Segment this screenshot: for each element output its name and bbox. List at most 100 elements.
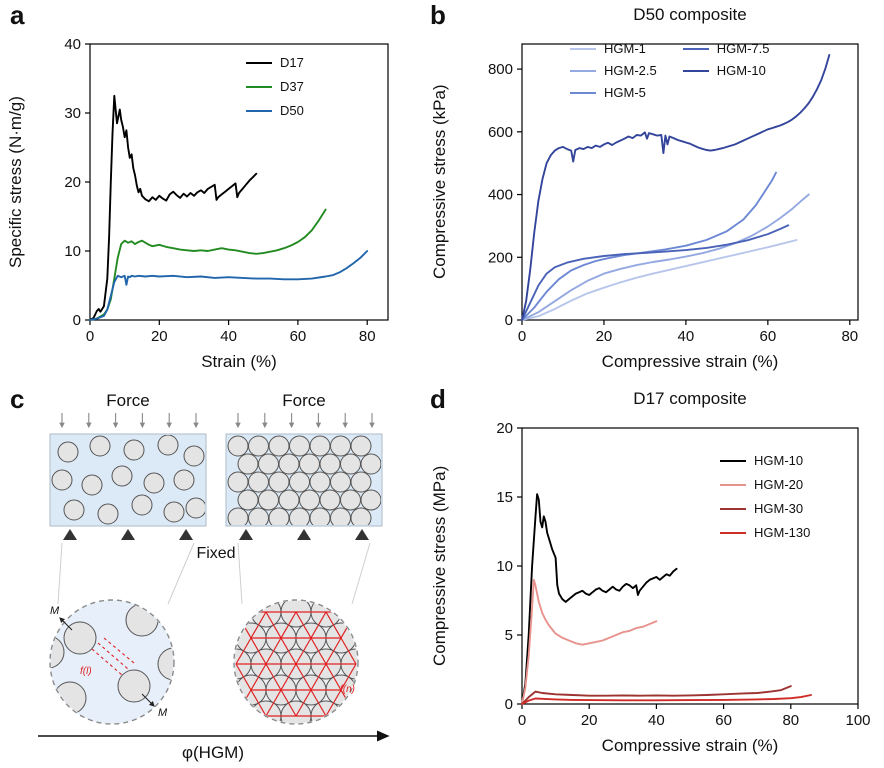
y-axis-label-a: Specific stress (N·m/g) [6, 96, 25, 268]
series-line-HGM-7.5 [521, 224, 790, 321]
hgm-sphere [157, 647, 173, 681]
legend-label: HGM-130 [754, 525, 811, 540]
legend-item-HGM-10: HGM-10 [682, 62, 770, 79]
panel-b: b D50 composite Compressive stress (kPa)… [420, 0, 884, 384]
hgm-sphere [173, 469, 195, 491]
hgm-sphere [89, 435, 111, 457]
chart-b-title: D50 composite [633, 5, 747, 24]
legend-line-swatch [720, 507, 746, 510]
legend-label: D37 [280, 79, 304, 94]
hgm-sphere [185, 497, 205, 519]
hgm-sphere [360, 489, 381, 511]
hgm-sphere [237, 489, 259, 511]
phi-label: φ(HGM) [182, 743, 244, 762]
x-tick-label: 0 [518, 712, 526, 729]
moment-arrow-icons [59, 617, 155, 707]
chart-d: 0 20 40 60 80 100 0 5 10 15 20 [460, 414, 874, 739]
legend-line-swatch [720, 459, 746, 462]
m-label-right: M [158, 707, 168, 719]
legend-label: HGM-2.5 [604, 63, 657, 78]
hgm-sphere [278, 489, 300, 511]
series-line-HGM-20 [521, 578, 658, 705]
series-line-D17 [89, 94, 258, 321]
x-tick-label: 80 [841, 328, 858, 345]
x-tick-label: 60 [715, 712, 732, 729]
x-tick-label: 80 [359, 328, 376, 345]
legend-item-HGM-20: HGM-20 [720, 476, 810, 493]
m-label-left: M [50, 605, 60, 617]
y-tick-label: 20 [64, 174, 81, 191]
chart-d-plot: 0 20 40 60 80 100 0 5 10 15 20 [496, 420, 870, 729]
hgm-sphere [289, 507, 310, 525]
force-label-right: Force [282, 391, 325, 410]
y-axis-label-b: Compressive stress (kPa) [430, 84, 449, 280]
hgm-sphere [350, 435, 372, 457]
y-tick-label: 5 [505, 627, 513, 644]
x-tick-label: 100 [845, 712, 870, 729]
legend-item-D37: D37 [246, 78, 304, 95]
legend-label: HGM-10 [716, 63, 766, 78]
legend-line-swatch [246, 61, 272, 64]
hgm-spheres-high [227, 435, 381, 525]
hgm-sphere [97, 503, 119, 525]
panel-label-b: b [430, 0, 446, 30]
fixed-supports-left-icon [63, 529, 193, 540]
series-line-HGM-10 [521, 493, 678, 705]
y-tick-label: 15 [496, 489, 513, 506]
legend-label: HGM-20 [754, 477, 804, 492]
fixed-label: Fixed [196, 545, 235, 562]
hgm-sphere [299, 489, 320, 511]
x-tick-label: 20 [596, 328, 613, 345]
hgm-sphere [340, 453, 361, 475]
legend-label: HGM-30 [754, 501, 804, 516]
fixed-supports-right-icon [239, 529, 369, 540]
legend-item-HGM-30: HGM-30 [720, 500, 810, 517]
hgm-sphere [183, 445, 205, 467]
hgm-sphere [258, 489, 279, 511]
hgm-sphere [289, 471, 310, 493]
hgm-sphere [289, 435, 310, 457]
hgm-sphere [248, 471, 269, 493]
hgm-sphere [51, 469, 73, 491]
hgm-sphere [81, 474, 103, 496]
legend-item-HGM-7.5: HGM-7.5 [682, 40, 769, 57]
legend-line-swatch [570, 91, 596, 94]
hgm-sphere [268, 507, 290, 525]
x-tick-label: 40 [648, 712, 665, 729]
x-tick-label: 40 [220, 328, 237, 345]
legend-line-swatch [570, 69, 596, 72]
panel-label-c: c [10, 384, 25, 414]
hgm-sphere [51, 635, 65, 669]
hgm-sphere [63, 499, 85, 521]
chart-a-plot: 0 20 40 60 80 0 10 20 30 40 [64, 36, 389, 345]
pairwise-force-lines [91, 637, 135, 676]
x-tick-label: 0 [86, 328, 94, 345]
y-tick-label: 800 [488, 61, 513, 78]
panel-d: d D17 composite Compressive stress (MPa)… [420, 384, 884, 768]
legend-label: HGM-10 [754, 453, 804, 468]
hgm-spheres-low [51, 435, 205, 525]
series-line-HGM-130 [521, 694, 812, 705]
hgm-sphere [163, 501, 185, 523]
hgm-sphere [258, 453, 279, 475]
y-tick-label: 0 [505, 696, 513, 713]
hgm-sphere [340, 601, 357, 628]
panel-label-a: a [10, 0, 25, 30]
legend-label: HGM-5 [604, 85, 646, 100]
panel-a: a Specific stress (N·m/g) 0 20 40 60 80 0 10 20… [0, 0, 420, 384]
hgm-sphere [131, 494, 153, 516]
x-tick-label: 20 [581, 712, 598, 729]
chart-d-title: D17 composite [633, 389, 747, 408]
hgm-sphere [248, 507, 269, 525]
force-label-left: Force [106, 391, 149, 410]
force-arrows-left-icon [59, 413, 199, 429]
x-tick-label: 40 [678, 328, 695, 345]
hgm-sphere [340, 700, 357, 723]
y-tick-label: 0 [505, 312, 513, 329]
series-line-HGM-10 [521, 54, 831, 321]
legend-line-swatch [682, 47, 709, 50]
hgm-sphere [299, 453, 320, 475]
legend-line-swatch [246, 85, 272, 88]
hgm-sphere [309, 435, 331, 457]
